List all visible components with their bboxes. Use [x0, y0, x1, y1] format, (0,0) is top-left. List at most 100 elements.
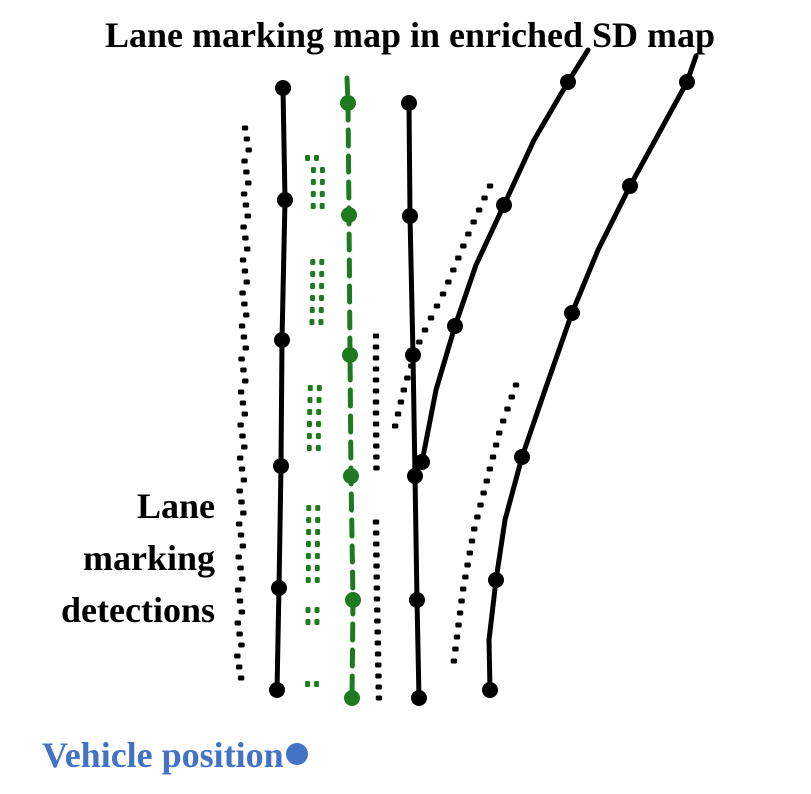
detection-dot — [421, 327, 429, 333]
detections-label-line-3: detections — [61, 590, 215, 630]
detection-dot — [307, 385, 313, 391]
map-node — [275, 80, 291, 96]
detection-dot — [433, 303, 441, 309]
detection-dot — [319, 191, 325, 197]
detection-dot — [319, 203, 325, 209]
detection-dot — [373, 443, 380, 449]
figure-title: Lane marking map in enriched SD map — [104, 15, 716, 55]
detection-dot — [319, 179, 325, 185]
map-node — [345, 592, 361, 608]
detection-dot — [450, 658, 458, 664]
detection-dot — [244, 246, 251, 252]
map-node — [679, 74, 695, 90]
detection-dot — [480, 490, 487, 496]
detection-dot — [400, 387, 407, 393]
detection-dot — [243, 169, 250, 175]
detection-dot — [310, 283, 316, 289]
detection-dot — [314, 619, 320, 625]
detection-dot — [439, 291, 447, 297]
detection-dot — [243, 312, 250, 318]
detection-dot — [453, 634, 461, 640]
detection-dot — [239, 433, 246, 439]
map-lane-line — [406, 100, 422, 701]
detection-dot — [319, 259, 325, 265]
map-node — [271, 580, 287, 596]
detection-dot — [372, 333, 380, 339]
map-node — [409, 592, 425, 608]
detection-dot — [310, 271, 316, 277]
map-node — [402, 208, 418, 224]
detection-dot — [239, 290, 246, 296]
detection-dot — [316, 385, 322, 391]
detection-dot — [236, 598, 244, 604]
detection-dot — [462, 574, 469, 580]
detection-dot — [450, 267, 457, 273]
map-node — [622, 178, 638, 194]
map-node — [343, 468, 359, 484]
map-node — [482, 682, 498, 698]
map-node — [342, 347, 358, 363]
detection-dot — [315, 517, 321, 523]
detection-dot — [238, 356, 245, 362]
map-node — [273, 458, 289, 474]
detection-dot — [373, 585, 381, 591]
detection-dot — [500, 418, 507, 424]
detection-dot — [394, 411, 402, 417]
detection-dot — [240, 510, 247, 516]
detection-dot — [241, 301, 248, 307]
detection-dot — [236, 631, 243, 637]
detection-dot — [237, 565, 244, 571]
map-lane-line — [486, 53, 699, 693]
map-node — [269, 682, 285, 698]
detection-dot — [314, 541, 320, 547]
detection-dot — [456, 610, 464, 616]
detections-label-line-2: marking — [82, 538, 215, 578]
detection-dot — [372, 344, 380, 350]
detection-dot — [307, 397, 313, 403]
detection-dot — [372, 355, 380, 361]
detection-dot — [315, 433, 321, 439]
detection-dot — [496, 430, 503, 436]
detection-dot — [372, 388, 380, 394]
detection-dot — [305, 155, 310, 161]
detection-dot — [240, 477, 248, 483]
detection-dot — [391, 423, 399, 429]
detection-dot — [239, 257, 247, 263]
map-lane-line — [274, 85, 288, 693]
detection-dot — [455, 255, 462, 261]
detection-dot — [375, 662, 382, 668]
detection-dot — [309, 319, 315, 325]
map-node — [274, 332, 290, 348]
detection-dot — [239, 400, 247, 406]
detection-dot — [315, 445, 321, 451]
map-node — [277, 192, 293, 208]
detection-dot — [372, 530, 380, 536]
detection-dot — [372, 366, 380, 372]
detection-dot — [237, 675, 245, 681]
detection-dot — [445, 279, 452, 285]
detection-dot — [314, 577, 320, 583]
detections-label: Lane marking detections — [61, 480, 215, 636]
detection-dot — [373, 465, 380, 471]
detection-dot — [242, 345, 249, 351]
detection-dot — [468, 538, 476, 544]
detection-dot — [242, 202, 250, 208]
detection-dot — [306, 529, 312, 535]
detection-dot — [305, 619, 311, 625]
map-node — [340, 95, 356, 111]
detection-dot — [373, 552, 380, 558]
detection-dot — [372, 519, 380, 525]
vehicle-position-legend: Vehicle position — [42, 734, 308, 776]
detection-dot — [314, 607, 320, 613]
detection-dot — [238, 642, 245, 648]
detection-dot — [310, 179, 316, 185]
detection-dot — [234, 587, 242, 593]
map-node — [447, 318, 463, 334]
detection-dot — [310, 191, 316, 197]
detection-dot — [305, 607, 311, 613]
detection-dot — [373, 454, 380, 460]
detection-dot — [310, 259, 316, 265]
detection-dot — [375, 695, 383, 701]
detection-dot — [314, 155, 319, 161]
detection-dot — [306, 505, 312, 511]
